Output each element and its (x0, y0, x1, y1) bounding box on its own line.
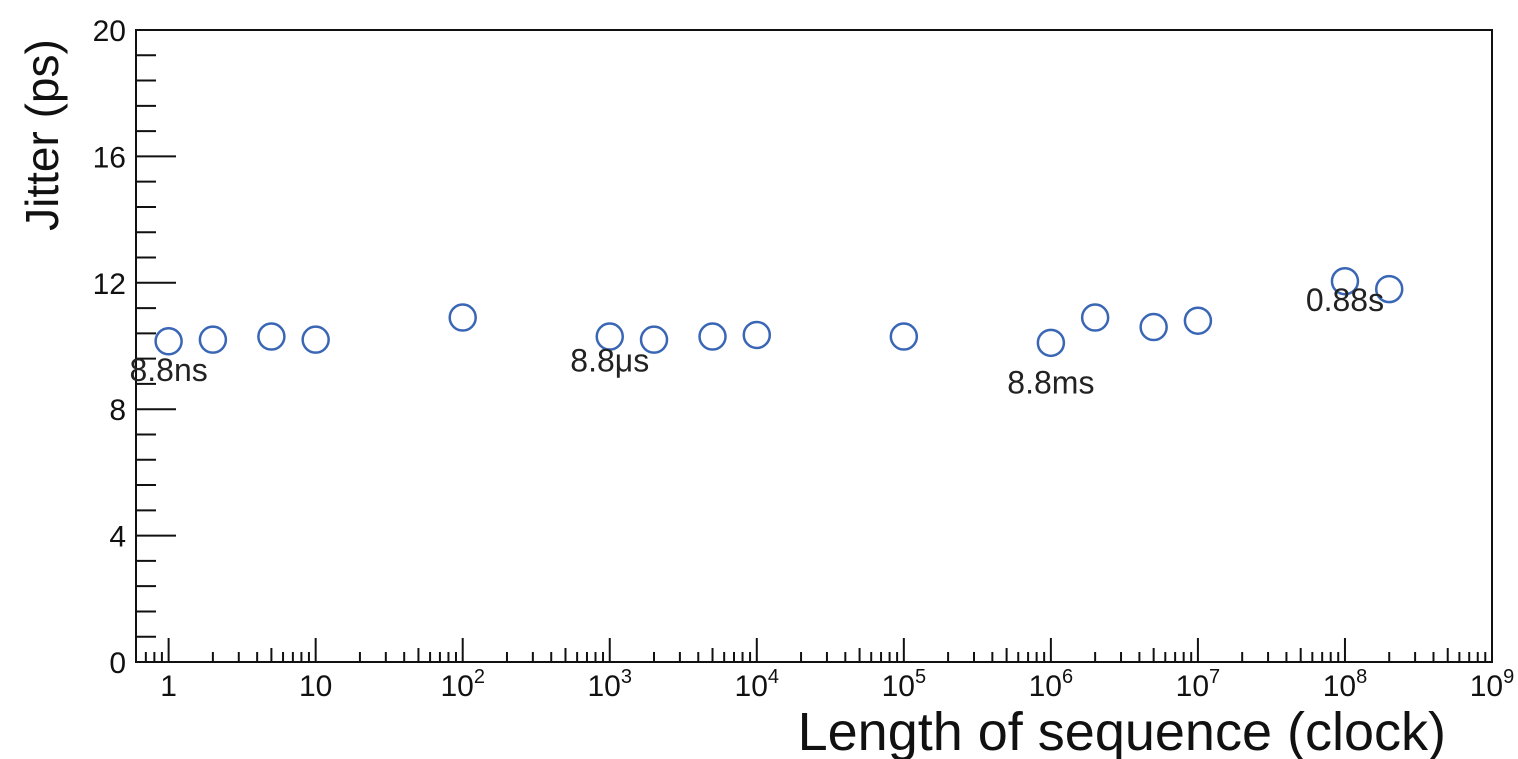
plot-frame (135, 29, 1493, 663)
x-tick-label: 104 (735, 666, 780, 703)
y-tick-label: 12 (93, 268, 126, 301)
y-tick-label: 0 (109, 647, 126, 680)
data-point (595, 322, 624, 351)
point-annotation: 8.8ns (129, 352, 207, 388)
x-tick-label: 105 (882, 666, 927, 703)
data-point (154, 327, 183, 356)
data-point (1080, 303, 1110, 332)
x-tick-label: 108 (1323, 666, 1368, 703)
x-tick-label: 102 (440, 666, 485, 703)
x-tick-label: 1 (160, 670, 177, 703)
data-point (889, 322, 919, 351)
data-point (1183, 306, 1213, 335)
point-annotation: 8.8ms (1007, 364, 1094, 400)
y-tick-label: 8 (109, 394, 126, 427)
point-annotation: 8.8μs (570, 342, 649, 378)
x-tick-label: 10 (299, 670, 332, 703)
data-point (1330, 266, 1360, 296)
y-axis-title: Jitter (ps) (16, 39, 68, 231)
point-annotation: 0.88s (1306, 282, 1384, 318)
x-tick-label: 103 (587, 666, 632, 703)
data-point (1139, 312, 1168, 342)
annotations: 8.8ns 8.8μs 8.8ms 0.88s (129, 282, 1384, 400)
data-point (742, 320, 772, 350)
data-point (257, 322, 286, 351)
y-axis: 0 4 8 12 16 20 (93, 15, 176, 680)
data-point (639, 325, 669, 354)
data-point (1036, 328, 1066, 358)
data-point (198, 325, 228, 354)
data-points (154, 266, 1404, 358)
y-tick-label: 20 (93, 15, 126, 48)
x-tick-label: 109 (1470, 666, 1515, 703)
data-point (301, 325, 330, 354)
y-tick-label: 4 (109, 521, 126, 554)
x-tick-label: 106 (1029, 666, 1074, 703)
x-axis-title: Length of sequence (clock) (798, 702, 1446, 759)
y-tick-label: 16 (93, 141, 126, 174)
data-point (1374, 274, 1404, 304)
data-point (698, 322, 727, 351)
x-tick-label: 107 (1176, 666, 1221, 703)
x-axis: 1 10 102 103 104 105 106 107 108 109 (135, 638, 1515, 703)
data-point (448, 303, 477, 332)
